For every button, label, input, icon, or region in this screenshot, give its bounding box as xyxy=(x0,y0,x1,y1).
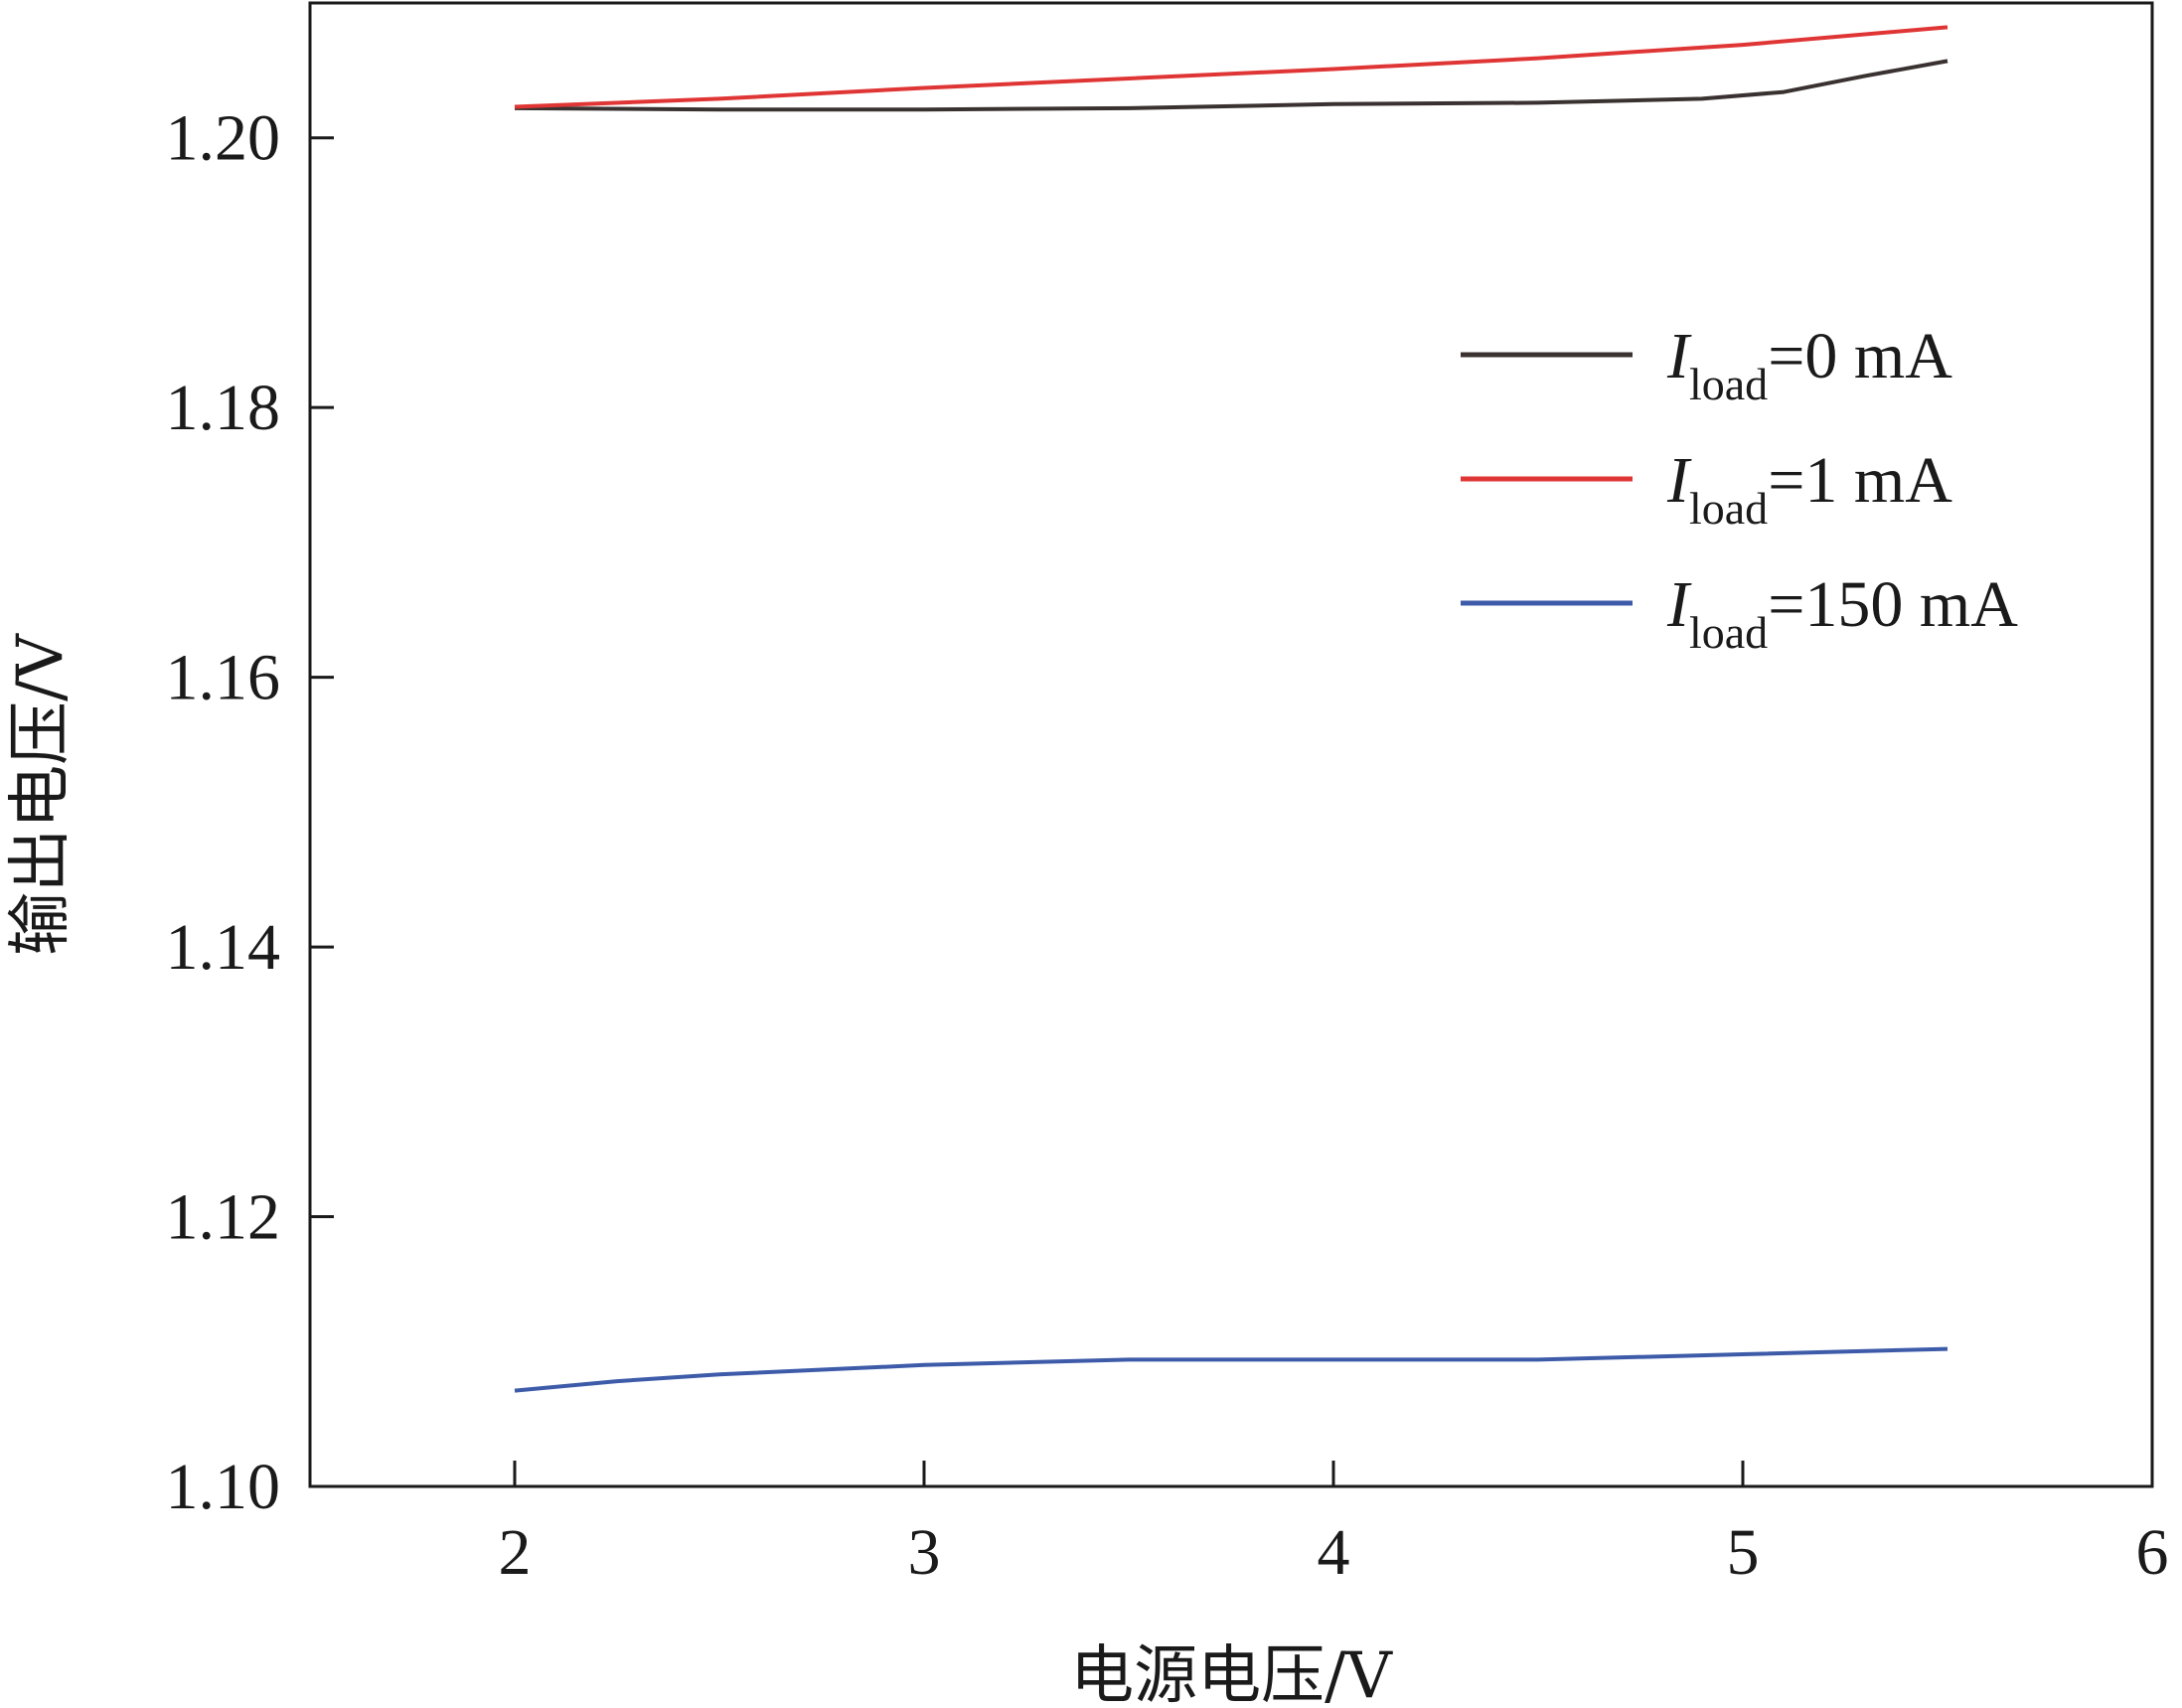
series-line-2 xyxy=(514,1346,1948,1393)
y-tick-label: 1.18 xyxy=(166,372,281,444)
legend-label-1: Iload=1 mA xyxy=(1666,444,1952,534)
x-axis-title: 电源电压/V xyxy=(1070,1639,1394,1708)
y-axis-title: 输出电压/V xyxy=(4,632,78,956)
legend-label-0: Iload=0 mA xyxy=(1666,320,1952,409)
legend: Iload=0 mA Iload=1 mA Iload=150 mA xyxy=(1461,320,2018,658)
series-line-0 xyxy=(514,59,1948,112)
y-axis-ticks: 1.10 1.12 1.14 1.16 1.18 1.20 xyxy=(166,102,334,1523)
y-tick-label: 1.20 xyxy=(166,102,281,175)
x-axis-ticks: 2 3 4 5 6 xyxy=(499,1461,2169,1589)
x-tick-label: 5 xyxy=(1727,1516,1760,1589)
x-tick-label: 2 xyxy=(499,1516,532,1589)
y-tick-label: 1.14 xyxy=(166,911,281,984)
y-tick-label: 1.12 xyxy=(166,1181,281,1254)
series-line-1 xyxy=(514,25,1948,109)
x-tick-label: 3 xyxy=(908,1516,941,1589)
legend-label-2: Iload=150 mA xyxy=(1666,568,2018,658)
y-tick-label: 1.16 xyxy=(166,642,281,714)
plot-frame xyxy=(308,1,2154,1488)
series-lines xyxy=(514,25,1948,1393)
x-tick-label: 4 xyxy=(1318,1516,1350,1589)
x-tick-label: 6 xyxy=(2136,1516,2169,1589)
y-tick-label: 1.10 xyxy=(166,1451,281,1523)
